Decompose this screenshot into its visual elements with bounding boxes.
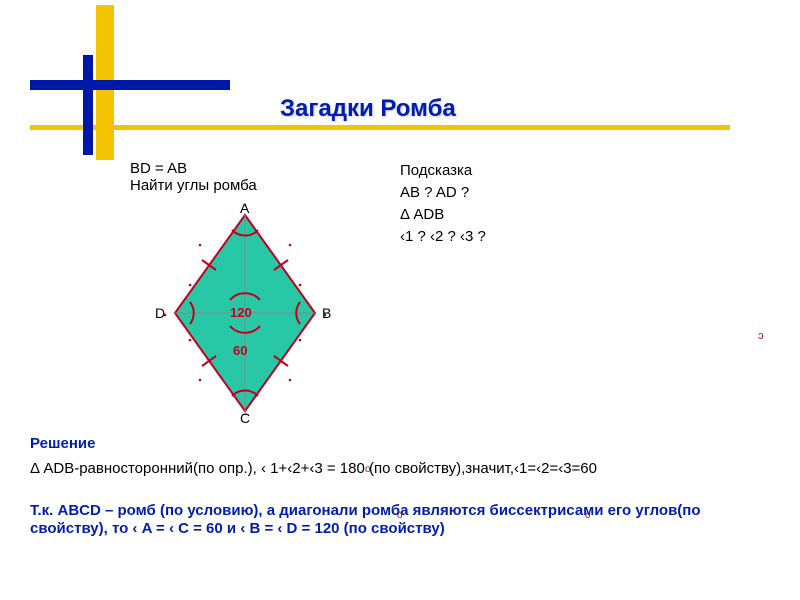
vertex-d-label: D [155, 305, 165, 321]
yellow-bar-h [30, 125, 730, 130]
hint-line: ‹1 ? ‹2 ? ‹3 ? [400, 226, 486, 248]
blue-bar-v [83, 55, 93, 155]
hint-line: AB ? AD ? [400, 182, 486, 204]
vertex-a-label: A [240, 200, 249, 216]
angle-120-label: 120 [230, 305, 252, 320]
page-title: Загадки Ромба [280, 95, 456, 123]
hint-heading: Подсказка [400, 160, 486, 182]
stray-mark: ɔ [758, 330, 764, 342]
problem-given: BD = AB [130, 160, 257, 177]
vertex-b-label: B [322, 305, 331, 321]
solution-heading: Решение [30, 435, 95, 452]
solution-line-1: Δ ADB-равносторонний(по опр.), ‹ 1+‹2+‹3… [30, 460, 770, 478]
problem-task: Найти углы ромба [130, 177, 257, 194]
vertex-c-label: C [240, 410, 250, 426]
rhombus-diagram: A B C D 120 60 [140, 205, 350, 415]
problem-text-left: BD = AB Найти углы ромба [130, 160, 257, 194]
angle-60-label: 60 [233, 343, 247, 358]
degree-glyph: o [397, 510, 403, 521]
hint-block: Подсказка AB ? AD ? Δ ADB ‹1 ? ‹2 ? ‹3 ? [400, 160, 486, 248]
blue-bar-h [30, 80, 230, 90]
hint-line: Δ ADB [400, 204, 486, 226]
degree-glyph: o [585, 510, 591, 521]
degree-glyph: o [365, 464, 371, 475]
